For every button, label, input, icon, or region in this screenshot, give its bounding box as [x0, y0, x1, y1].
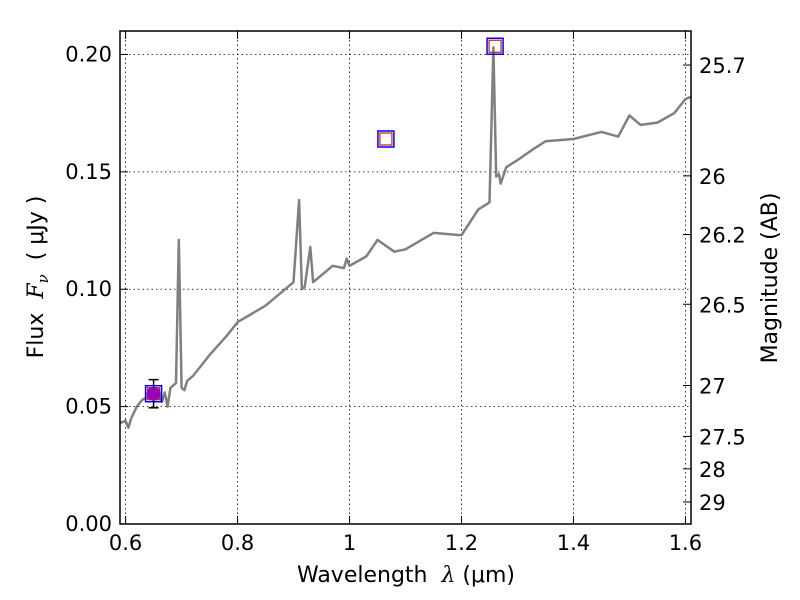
plot-frame — [119, 30, 692, 525]
y-tick-label: 0.20 — [65, 42, 112, 66]
y2-axis-title: Magnitude (AB) — [758, 193, 783, 364]
photometry-square-inner — [379, 132, 393, 146]
x-axis-title-symbol: λ — [440, 563, 455, 588]
x-axis: 0.6 0.8 1 1.2 1.4 1.6 — [109, 31, 702, 555]
photometry-square-outer — [486, 37, 504, 56]
photometric-point-1.06 — [377, 130, 395, 148]
photometry-layer — [144, 37, 504, 409]
photometry-point-marker — [146, 386, 161, 401]
photometric-point-0.65 — [144, 378, 163, 409]
plot-background — [120, 31, 691, 524]
y2-tick-label: 26.5 — [699, 293, 746, 317]
y-axis-title-symbol: F — [24, 283, 49, 300]
x-axis-title-unit: (μm) — [455, 563, 515, 588]
photometry-square-inner — [488, 39, 502, 53]
y-tick-label: 0.05 — [65, 395, 112, 419]
x-tick-label: 1.2 — [445, 531, 478, 555]
x-tick-label: 1 — [343, 531, 356, 555]
x-tick-label: 0.6 — [109, 531, 142, 555]
x-tick-label: 1.4 — [557, 531, 590, 555]
x-axis-title-prefix: Wavelength — [297, 563, 442, 588]
y-axis: 0.00 0.05 0.10 0.15 0.20 — [65, 42, 128, 536]
y2-tick-label: 26.2 — [699, 224, 746, 248]
y-tick-label: 0.10 — [65, 277, 112, 301]
y2-tick-label: 25.7 — [699, 54, 746, 78]
y-axis-title-unit: ( μJy ) — [24, 196, 49, 275]
y-axis-title-prefix: Flux — [24, 299, 49, 359]
y-tick-label: 0.15 — [65, 160, 112, 184]
photometry-square-outer — [377, 130, 395, 148]
photometric-point-1.26 — [486, 37, 504, 56]
y2-tick-label: 26 — [699, 165, 726, 189]
x-tick-label: 1.6 — [669, 531, 702, 555]
y2-axis: 25.7 26 26.2 26.5 27 27.5 28 29 — [683, 54, 746, 515]
y-axis-title-sub: ν — [34, 274, 52, 283]
x-axis-title: Wavelength λ (μm) — [297, 563, 515, 588]
y-tick-label: 0.00 — [65, 512, 112, 536]
y2-tick-label: 28 — [699, 458, 726, 482]
x-tick-label: 0.8 — [221, 531, 254, 555]
y2-tick-label: 29 — [699, 491, 726, 515]
y2-tick-label: 27.5 — [699, 425, 746, 449]
y2-tick-label: 27 — [699, 374, 726, 398]
series-layer — [119, 46, 692, 429]
spectrum-line — [119, 46, 692, 429]
y-axis-title: Flux Fν ( μJy ) — [24, 196, 52, 359]
